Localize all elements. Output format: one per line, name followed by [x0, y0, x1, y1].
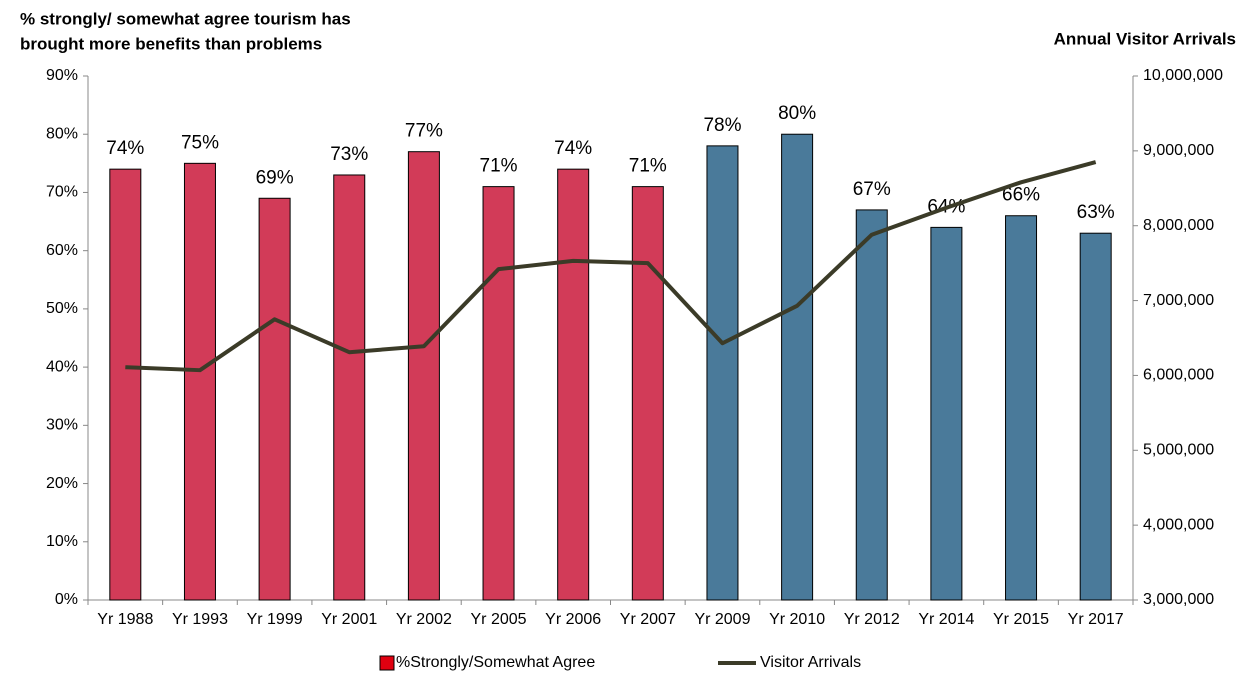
data-label: 63% — [1077, 202, 1115, 223]
y-tick-label: 0% — [55, 591, 78, 608]
x-tick-label: Yr 1993 — [172, 611, 228, 628]
bar — [407, 151, 440, 601]
data-label: 71% — [629, 156, 667, 177]
bar — [631, 186, 664, 601]
bar — [333, 174, 366, 601]
y2-tick-label: 8,000,000 — [1143, 217, 1214, 234]
x-tick-label: Yr 2012 — [844, 611, 900, 628]
data-label: 78% — [703, 115, 741, 136]
bar — [258, 197, 291, 601]
data-label: 66% — [1002, 185, 1040, 206]
y-tick-label: 10% — [46, 533, 78, 550]
legend-label: Visitor Arrivals — [760, 654, 861, 671]
x-tick-label: Yr 2017 — [1068, 611, 1124, 628]
bar — [183, 162, 216, 601]
x-tick-label: Yr 2001 — [321, 611, 377, 628]
line — [125, 160, 1097, 373]
y2-tick-label: 5,000,000 — [1143, 442, 1214, 459]
x-tick-label: Yr 1999 — [247, 611, 303, 628]
x-tick-label: Yr 2002 — [396, 611, 452, 628]
y-tick-label: 50% — [46, 300, 78, 317]
bar — [557, 168, 590, 601]
data-label: 74% — [106, 138, 144, 159]
y-tick-label: 20% — [46, 475, 78, 492]
x-tick-label: Yr 2015 — [993, 611, 1049, 628]
bar — [482, 186, 515, 601]
y2-tick-label: 7,000,000 — [1143, 292, 1214, 309]
data-label: 71% — [480, 156, 518, 177]
bar — [1005, 215, 1038, 601]
legend-swatch — [379, 655, 395, 671]
y-tick-label: 70% — [46, 184, 78, 201]
x-tick-label: Yr 2014 — [918, 611, 974, 628]
chart-title: brought more benefits than problems — [20, 34, 322, 53]
bar — [109, 168, 142, 601]
x-tick-label: Yr 2005 — [471, 611, 527, 628]
y2-tick-label: 6,000,000 — [1143, 367, 1214, 384]
y2-tick-label: 9,000,000 — [1143, 142, 1214, 159]
data-label: 73% — [330, 144, 368, 165]
y-tick-label: 80% — [46, 125, 78, 142]
x-tick-label: Yr 2010 — [769, 611, 825, 628]
bar — [781, 133, 814, 601]
x-tick-label: Yr 2006 — [545, 611, 601, 628]
y-tick-label: 60% — [46, 242, 78, 259]
legend-label: %Strongly/Somewhat Agree — [396, 654, 595, 671]
x-tick-label: Yr 1988 — [97, 611, 153, 628]
data-label: 74% — [554, 138, 592, 159]
bar — [930, 226, 963, 601]
y-tick-label: 90% — [46, 67, 78, 84]
bar — [706, 145, 739, 601]
y2-tick-label: 3,000,000 — [1143, 591, 1214, 608]
y2-tick-label: 10,000,000 — [1143, 67, 1223, 84]
data-label: 67% — [853, 179, 891, 200]
bar — [1079, 232, 1112, 601]
data-label: 80% — [778, 103, 816, 124]
chart-title: % strongly/ somewhat agree tourism has — [20, 9, 351, 28]
data-label: 69% — [256, 167, 294, 188]
x-tick-label: Yr 2009 — [694, 611, 750, 628]
data-label: 77% — [405, 121, 443, 142]
y2-tick-label: 4,000,000 — [1143, 516, 1214, 533]
y-tick-label: 30% — [46, 417, 78, 434]
y2-axis-label: Annual Visitor Arrivals — [1054, 29, 1236, 48]
y-tick-label: 40% — [46, 358, 78, 375]
x-tick-label: Yr 2007 — [620, 611, 676, 628]
data-label: 75% — [181, 132, 219, 153]
bar — [855, 209, 888, 601]
